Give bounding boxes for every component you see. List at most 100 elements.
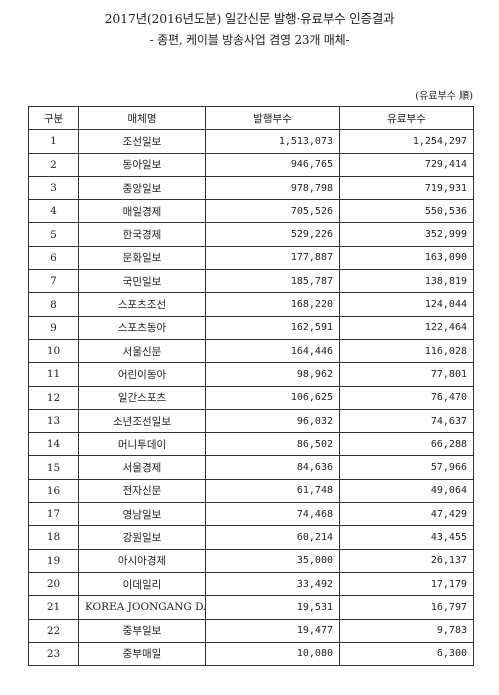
page-title: 2017년(2016년도분) 일간신문 발행·유료부수 인증결과 <box>104 11 395 26</box>
cell-media-name: 이데일리 <box>78 571 206 597</box>
cell-rank: 18 <box>28 525 79 550</box>
table-row: 19 아시아경제 35,000 26,137 <box>28 548 474 573</box>
cell-paid-copies: 9,783 <box>339 618 474 643</box>
cell-paid-copies: 47,429 <box>339 502 474 527</box>
table-header-row: 구분 매체명 발행부수 유료부수 <box>28 105 474 131</box>
header-issued-copies: 발행부수 <box>205 105 340 131</box>
cell-issued-copies: 33,492 <box>205 571 340 597</box>
cell-media-name: 조선일보 <box>78 129 206 154</box>
cell-paid-copies: 719,931 <box>339 175 474 201</box>
cell-rank: 2 <box>28 152 79 177</box>
cell-media-name: 서울신문 <box>78 338 206 364</box>
cell-media-name: 한국경제 <box>78 222 206 247</box>
table-row: 23 중부매일 10,080 6,300 <box>28 641 474 667</box>
cell-rank: 20 <box>28 571 79 597</box>
cell-media-name: 소년조선일보 <box>78 408 206 434</box>
cell-paid-copies: 124,044 <box>339 292 474 317</box>
cell-paid-copies: 77,801 <box>339 362 474 387</box>
table-row: 16 전자신문 61,748 49,064 <box>28 478 474 504</box>
cell-rank: 10 <box>28 338 79 364</box>
cell-issued-copies: 978,798 <box>205 175 340 201</box>
cell-rank: 13 <box>28 408 79 434</box>
table-row: 5 한국경제 529,226 352,999 <box>28 222 474 247</box>
cell-rank: 7 <box>28 269 79 294</box>
table-row: 22 중부일보 19,477 9,783 <box>28 618 474 643</box>
table-row: 10 서울신문 164,446 116,028 <box>28 338 474 364</box>
cell-paid-copies: 74,637 <box>339 408 474 434</box>
table-body: 1 조선일보 1,513,073 1,254,297 2 동아일보 946,765 729,4… <box>28 129 474 667</box>
table-row: 9 스포츠동아 162,591 122,464 <box>28 315 474 340</box>
table-row: 6 문화일보 177,887 163,090 <box>28 245 474 271</box>
cell-media-name: 국민일보 <box>78 269 206 294</box>
table-row: 7 국민일보 185,787 138,819 <box>28 269 474 294</box>
table-row: 1 조선일보 1,513,073 1,254,297 <box>28 129 474 154</box>
cell-media-name: 스포츠동아 <box>78 315 206 340</box>
table-row: 18 강원일보 60,214 43,455 <box>28 525 474 550</box>
table-row: 20 이데일리 33,492 17,179 <box>28 571 474 597</box>
cell-rank: 11 <box>28 362 79 387</box>
cell-media-name: 아시아경제 <box>78 548 206 573</box>
cell-rank: 5 <box>28 222 79 247</box>
cell-issued-copies: 96,032 <box>205 408 340 434</box>
table-row: 14 머니투데이 86,502 66,288 <box>28 432 474 457</box>
cell-paid-copies: 49,064 <box>339 478 474 504</box>
cell-rank: 8 <box>28 292 79 317</box>
cell-paid-copies: 76,470 <box>339 385 474 410</box>
table-row: 15 서울경제 84,636 57,966 <box>28 455 474 480</box>
unit-note: (유료부수 順) <box>415 91 473 102</box>
cell-issued-copies: 1,513,073 <box>205 129 340 154</box>
cell-issued-copies: 10,080 <box>205 641 340 667</box>
table-row: 8 스포츠조선 168,220 124,044 <box>28 292 474 317</box>
cell-paid-copies: 1,254,297 <box>339 129 474 154</box>
cell-rank: 23 <box>28 641 79 667</box>
cell-rank: 21 <box>28 595 79 620</box>
cell-paid-copies: 17,179 <box>339 571 474 597</box>
cell-paid-copies: 57,966 <box>339 455 474 480</box>
cell-issued-copies: 35,000 <box>205 548 340 573</box>
cell-media-name: 영남일보 <box>78 502 206 527</box>
table-row: 3 중앙일보 978,798 719,931 <box>28 175 474 201</box>
cell-rank: 15 <box>28 455 79 480</box>
table-row: 2 동아일보 946,765 729,414 <box>28 152 474 177</box>
cell-issued-copies: 84,636 <box>205 455 340 480</box>
header-paid-copies: 유료부수 <box>339 105 474 131</box>
cell-media-name: 일간스포츠 <box>78 385 206 410</box>
header-rank: 구분 <box>28 105 79 131</box>
cell-media-name: 중부일보 <box>78 618 206 643</box>
header-media-name: 매체명 <box>78 105 206 131</box>
cell-media-name: 서울경제 <box>78 455 206 480</box>
cell-rank: 17 <box>28 502 79 527</box>
table-row: 4 매일경제 705,526 550,536 <box>28 199 474 224</box>
cell-media-name: 동아일보 <box>78 152 206 177</box>
cell-rank: 4 <box>28 199 79 224</box>
table-row: 12 일간스포츠 106,625 76,470 <box>28 385 474 410</box>
cell-paid-copies: 352,999 <box>339 222 474 247</box>
cell-issued-copies: 60,214 <box>205 525 340 550</box>
cell-paid-copies: 138,819 <box>339 269 474 294</box>
cell-paid-copies: 66,288 <box>339 432 474 457</box>
cell-issued-copies: 106,625 <box>205 385 340 410</box>
cell-media-name: 머니투데이 <box>78 432 206 457</box>
cell-paid-copies: 729,414 <box>339 152 474 177</box>
cell-issued-copies: 19,477 <box>205 618 340 643</box>
cell-issued-copies: 86,502 <box>205 432 340 457</box>
table-row: 17 영남일보 74,468 47,429 <box>28 502 474 527</box>
cell-rank: 1 <box>28 129 79 154</box>
cell-media-name: 문화일보 <box>78 245 206 271</box>
cell-issued-copies: 185,787 <box>205 269 340 294</box>
cell-rank: 14 <box>28 432 79 457</box>
cell-media-name: 스포츠조선 <box>78 292 206 317</box>
table-row: 11 어린이동아 98,962 77,801 <box>28 362 474 387</box>
cell-issued-copies: 162,591 <box>205 315 340 340</box>
cell-media-name: 중앙일보 <box>78 175 206 201</box>
cell-paid-copies: 163,090 <box>339 245 474 271</box>
cell-media-name: KOREA JOONGANG DAILY <box>78 595 206 620</box>
cell-media-name: 강원일보 <box>78 525 206 550</box>
cell-issued-copies: 98,962 <box>205 362 340 387</box>
cell-issued-copies: 61,748 <box>205 478 340 504</box>
cell-rank: 19 <box>28 548 79 573</box>
cell-paid-copies: 26,137 <box>339 548 474 573</box>
page-subtitle: - 종편, 케이블 방송사업 겸영 23개 매체- <box>149 33 350 47</box>
cell-issued-copies: 529,226 <box>205 222 340 247</box>
